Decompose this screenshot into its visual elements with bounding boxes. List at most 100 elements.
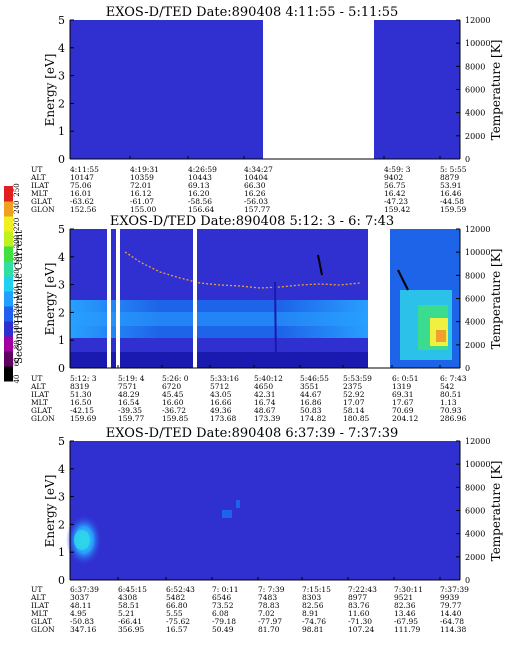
panel-2-orbit-cell: 286.96	[440, 414, 466, 423]
panel-3-ytick-label: 4	[58, 463, 65, 476]
panel-3-ytick-right-label: 4000	[465, 530, 485, 539]
panel-1-orbit-cell: 72.01	[130, 181, 151, 190]
panel-2-aurora-orange	[436, 330, 446, 342]
panel-3-patch-1	[222, 510, 232, 518]
panel-2-orbit-cell: 52.92	[343, 390, 365, 399]
panel-3-orbit-cell: 7: 7:39	[258, 585, 285, 594]
panel-1-row-label: UT	[31, 165, 42, 174]
colorbar: 40 60 80 100 120 140 160 180 200 220 240 250 Second…	[4, 183, 25, 383]
panel-1-ytick-right-label: 10000	[465, 39, 490, 48]
colorbar-segment	[4, 261, 13, 277]
panel-3-orbit-cell: 4308	[118, 593, 137, 602]
panel-3-ytick-label: 0	[58, 574, 65, 587]
colorbar-segment	[4, 246, 13, 262]
panel-3-orbit-cell: 8977	[348, 593, 367, 602]
panel-3-row-label: GLON	[31, 625, 55, 634]
panel-1-orbit-cell: 8879	[440, 173, 459, 182]
panel-2-row-label: MLT	[31, 398, 48, 407]
panel-2-ytick-right-label: 12000	[465, 225, 490, 234]
panel-2-dark-streak-1	[317, 254, 323, 276]
panel-1-orbit-cell: 10404	[244, 173, 268, 182]
panel-3-row-label: UT	[31, 585, 42, 594]
panel-2-row-label: ALT	[30, 382, 46, 391]
panel-3-orbit-cell: 7:22:43	[348, 585, 377, 594]
colorbar-segment	[4, 231, 13, 247]
panel-2-band-core	[70, 312, 370, 326]
panel-1-ylabel: Energy [eV]	[43, 54, 57, 127]
panel-1-data-gap	[263, 20, 374, 159]
panel-2-ytick-label: 5	[58, 223, 65, 236]
panel-2-ytick-label: 0	[58, 362, 65, 375]
panel-2-orbit-cell: 5712	[210, 382, 229, 391]
panel-2-row-label: GLON	[31, 414, 55, 423]
panel-1-orbit-cell: 69.13	[188, 181, 210, 190]
colorbar-tick-label: 180	[13, 252, 21, 265]
panel-2-orbit-cell: 173.68	[210, 414, 236, 423]
panel-2-orbit-cell: 180.85	[343, 414, 369, 423]
panel-3-orbit-cell: 356.95	[118, 625, 144, 634]
panel-2-orbit-cell: 80.51	[440, 390, 461, 399]
panel-1-ytick-right-label: 4000	[465, 109, 485, 118]
panel-3-orbit-cell: 6546	[212, 593, 231, 602]
panel-3-orbit-cell: 347.16	[70, 625, 96, 634]
panel-3-ytick-right-label: 10000	[465, 460, 490, 469]
panel-2-temperature-trace	[124, 251, 361, 289]
panel-3-orbit-cell: 7:15:15	[302, 585, 331, 594]
panel-3-orbit-cell: 7483	[258, 593, 277, 602]
panel-1-orbit-cell: 10359	[130, 173, 154, 182]
panel-1-ytick-label: 2	[58, 97, 65, 110]
panel-3-row-label: ILAT	[31, 601, 49, 610]
panel-2-orbit-cell: 5:53:59	[343, 374, 372, 383]
panel-1-row-label: MLT	[31, 189, 48, 198]
panel-2-orbit-cell: 5:12: 3	[70, 374, 97, 383]
panel-1-ytick-right-label: 12000	[465, 16, 490, 25]
panel-3-row-label: MLT	[31, 609, 48, 618]
panel-2-orbit-cell: 5:46:55	[300, 374, 329, 383]
panel-3-ytick-right-label: 2000	[465, 553, 485, 562]
panel-3-orbit-cell: 8303	[302, 593, 321, 602]
panel-1-orbit-cell: 16.12	[130, 189, 152, 198]
panel-3-orbit-cell: 11.60	[348, 609, 370, 618]
panel-2-orbit-cell: -36.72	[162, 406, 186, 415]
panel-3-orbit-cell: 107.24	[348, 625, 374, 634]
panel-2-orbit-cell: 50.83	[300, 406, 322, 415]
panel-2-row-label: GLAT	[31, 406, 52, 415]
panel-3-orbit-cell: 111.79	[394, 625, 420, 634]
panel-3-orbit-cell: 4.95	[70, 609, 87, 618]
panel-2-ytick-right-label: 10000	[465, 248, 490, 257]
panel-2-orbit-cell: -42.15	[70, 406, 94, 415]
panel-2-orbit-cell: 1.13	[440, 398, 457, 407]
panel-3-ylabel-right: Temperature [K]	[489, 461, 503, 562]
panel-3-ytick-right-label: 6000	[465, 507, 485, 516]
panel-2-orbit-cell: 70.93	[440, 406, 462, 415]
panel-1-orbit-cell: 5: 5:55	[440, 165, 467, 174]
panel-1-orbit-cell: 16.20	[188, 189, 210, 198]
panel-2-orbit-cell: 8319	[70, 382, 89, 391]
panel-2-orbit-cell: 16.60	[162, 398, 184, 407]
panel-1-row-label: GLAT	[31, 197, 52, 206]
panel-2-orbit-cell: 2375	[343, 382, 362, 391]
panel-3-orbit-cell: 8.91	[302, 609, 319, 618]
panel-1-orbit-cell: 10147	[70, 173, 94, 182]
panel-1-ytick-right-label: 8000	[465, 62, 485, 71]
panel-2-orbit-cell: 3551	[300, 382, 319, 391]
panel-1-orbit-cell: 16.42	[384, 189, 406, 198]
panel-2-bottom-strip	[70, 352, 370, 368]
panel-1-orbit-cell: -63.62	[70, 197, 94, 206]
panel-3-orbit-cell: 66.80	[166, 601, 188, 610]
panel-1-orbit-cell: -47.23	[384, 197, 408, 206]
panel-1-orbit-cell: 9402	[384, 173, 403, 182]
panel-2-dark-streak-3	[274, 281, 277, 363]
panel-1-orbit-cell: 66.30	[244, 181, 266, 190]
panel-1-orbit-cell: 4:19:31	[130, 165, 159, 174]
panel-1-row-label: GLON	[31, 205, 55, 214]
panel-3-orbit-cell: -77.97	[258, 617, 282, 626]
colorbar-segment	[4, 351, 13, 367]
panel-2-orbit-cell: 16.54	[118, 398, 140, 407]
panel-2-orbit-cell: 51.30	[70, 390, 92, 399]
panel-2-orbit-cell: 43.05	[210, 390, 232, 399]
panel-1-orbit-cell: 4:34:27	[244, 165, 273, 174]
panel-1-orbit-cell: -44.58	[440, 197, 464, 206]
panel-2-orbit-cell: 204.12	[392, 414, 418, 423]
panel-3-orbit-cell: 7:30:11	[394, 585, 423, 594]
